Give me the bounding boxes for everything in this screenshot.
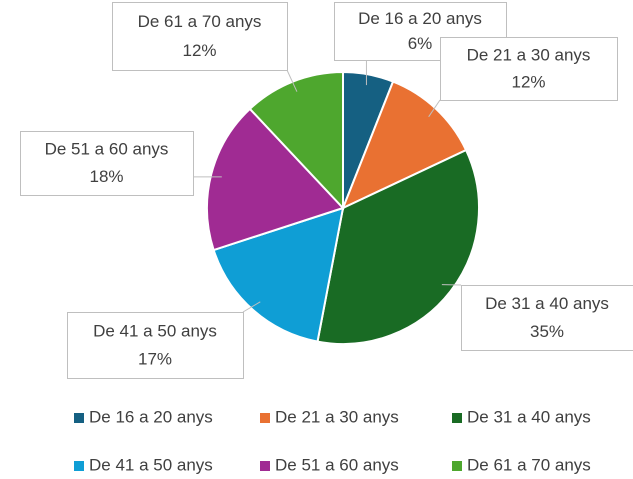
data-label-value: 12%	[511, 72, 545, 91]
pie-slice	[212, 206, 345, 343]
legend-label: De 31 a 40 anys	[467, 407, 591, 426]
legend-label: De 21 a 30 anys	[275, 407, 399, 426]
legend-swatch	[260, 461, 270, 471]
leader-line	[428, 99, 441, 118]
data-label-value: 6%	[408, 34, 433, 53]
legend-label: De 41 a 50 anys	[89, 455, 213, 474]
legend-swatch	[260, 413, 270, 423]
leader-line	[286, 69, 298, 92]
data-label-value: 12%	[182, 41, 216, 60]
legend-swatch	[452, 413, 462, 423]
pie-slice	[316, 148, 480, 345]
pie-slice	[341, 80, 468, 210]
data-label-value: 17%	[138, 350, 172, 369]
data-label-name: De 61 a 70 anys	[138, 12, 262, 31]
data-label-name: De 16 a 20 anys	[358, 9, 482, 28]
data-label-value: 35%	[530, 322, 564, 341]
legend-label: De 61 a 70 anys	[467, 455, 591, 474]
legend-swatch	[74, 413, 84, 423]
legend-label: De 51 a 60 anys	[275, 455, 399, 474]
data-label-name: De 21 a 30 anys	[467, 45, 591, 64]
pie-slice	[206, 107, 345, 252]
label-box	[20, 131, 194, 196]
label-box	[67, 312, 244, 379]
leader-line	[242, 301, 261, 313]
data-label-name: De 31 a 40 anys	[485, 294, 609, 313]
data-label-name: De 51 a 60 anys	[45, 140, 169, 159]
label-box	[461, 285, 633, 351]
legend-swatch	[452, 461, 462, 471]
pie-slice	[248, 70, 344, 211]
label-box	[112, 2, 288, 71]
data-label-name: De 41 a 50 anys	[93, 321, 217, 340]
legend-swatch	[74, 461, 84, 471]
data-label-value: 18%	[89, 167, 123, 186]
label-box	[440, 37, 618, 101]
legend-label: De 16 a 20 anys	[89, 407, 213, 426]
